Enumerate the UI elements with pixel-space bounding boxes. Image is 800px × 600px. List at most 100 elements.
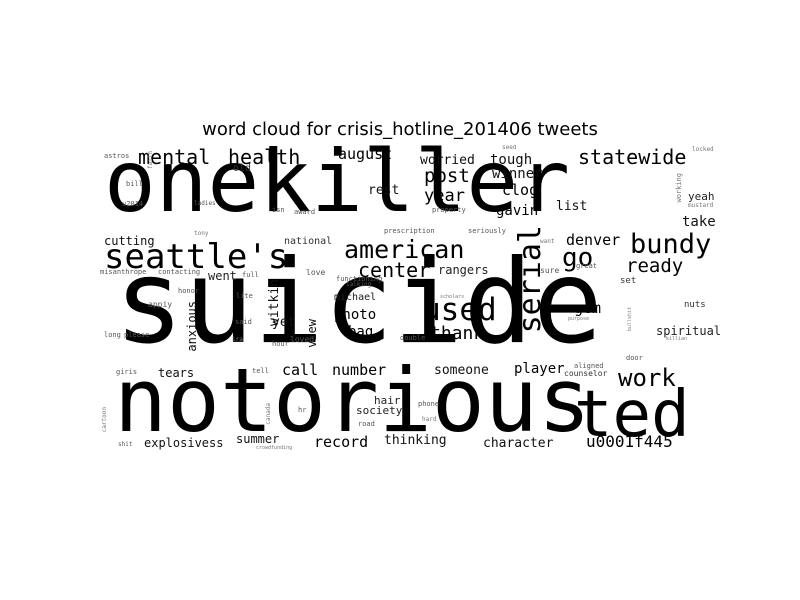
word: someone bbox=[434, 363, 489, 378]
word: post bbox=[424, 165, 470, 187]
word: scholars bbox=[440, 294, 465, 300]
word: denver bbox=[566, 231, 621, 249]
word: hr bbox=[298, 406, 307, 414]
word: national bbox=[284, 236, 333, 247]
word: aligned bbox=[574, 362, 604, 370]
word: went bbox=[208, 269, 237, 283]
word: set bbox=[620, 276, 637, 286]
word: misanthrope bbox=[100, 268, 147, 276]
word: list bbox=[556, 199, 588, 214]
word: cutting bbox=[104, 234, 155, 248]
word: bag bbox=[348, 324, 374, 340]
word: hour bbox=[272, 340, 289, 348]
word: suicide bbox=[114, 235, 603, 370]
word: tears bbox=[158, 366, 195, 380]
word: worried bbox=[420, 153, 475, 168]
word: isn bbox=[272, 206, 285, 214]
word: appiy bbox=[148, 300, 173, 309]
word: statewide bbox=[578, 145, 687, 169]
word: purpose bbox=[568, 316, 590, 322]
word: notorious bbox=[114, 349, 591, 452]
word: ted bbox=[574, 378, 690, 452]
word: full bbox=[242, 271, 259, 279]
word: bullshit bbox=[627, 307, 633, 332]
word: august bbox=[338, 145, 393, 163]
word: killian bbox=[666, 336, 688, 342]
word: mental bbox=[138, 145, 211, 169]
chart-title: word cloud for crisis_hotline_201406 twe… bbox=[202, 119, 598, 140]
word: michael bbox=[334, 292, 377, 303]
word: want bbox=[540, 238, 555, 245]
word: please bbox=[124, 331, 150, 339]
word: rangers bbox=[438, 263, 489, 277]
word: said bbox=[235, 318, 252, 326]
word: long bbox=[104, 331, 121, 339]
word: working bbox=[675, 173, 683, 203]
word: clog bbox=[502, 181, 539, 199]
word: thinking bbox=[384, 433, 447, 448]
word: hard bbox=[422, 416, 437, 423]
word: loved bbox=[290, 335, 315, 344]
word: canada bbox=[265, 403, 272, 425]
word: contacting bbox=[158, 268, 201, 276]
word: talking bbox=[346, 281, 372, 288]
word: ira bbox=[232, 336, 243, 343]
word: counselor bbox=[564, 369, 608, 378]
word: astros bbox=[104, 152, 130, 160]
word: tell bbox=[252, 367, 269, 375]
word: year bbox=[424, 186, 465, 206]
word: love bbox=[306, 268, 326, 277]
word: lite bbox=[236, 292, 253, 300]
word: go bbox=[562, 243, 594, 273]
word: american bbox=[344, 235, 465, 264]
word: property bbox=[432, 206, 466, 214]
word: work bbox=[618, 364, 676, 392]
word: road bbox=[358, 420, 375, 428]
word: prescription bbox=[384, 227, 435, 235]
word: player bbox=[514, 361, 565, 377]
word: cartoon bbox=[101, 407, 108, 433]
word: shit bbox=[118, 441, 133, 448]
word: double bbox=[400, 334, 426, 342]
word: old bbox=[233, 163, 252, 174]
word: great bbox=[576, 262, 598, 270]
word: bundy bbox=[630, 229, 712, 260]
word: seriously bbox=[468, 227, 506, 235]
word: giris bbox=[116, 368, 138, 376]
word: society bbox=[356, 404, 403, 417]
word: take bbox=[682, 214, 716, 230]
word: center bbox=[358, 258, 431, 282]
word: sure bbox=[540, 266, 560, 275]
word: rest bbox=[368, 183, 400, 198]
word: winner bbox=[492, 166, 543, 182]
word: anxious bbox=[185, 301, 199, 352]
word: record bbox=[314, 433, 369, 451]
word: u2014 bbox=[122, 200, 144, 208]
word: tough bbox=[490, 152, 533, 168]
word: crowdfunding bbox=[256, 445, 293, 451]
word: door bbox=[626, 354, 643, 362]
word: seed bbox=[502, 145, 517, 151]
word: yet bbox=[272, 315, 296, 330]
word: gem bbox=[574, 299, 602, 317]
word: phone bbox=[418, 400, 440, 408]
word: gavin bbox=[496, 203, 539, 219]
word: ladies bbox=[194, 200, 216, 207]
word: honor bbox=[178, 287, 200, 295]
word: onekiller bbox=[104, 145, 570, 232]
word: call bbox=[282, 361, 319, 379]
word: character bbox=[483, 436, 554, 451]
word: nuts bbox=[684, 300, 706, 310]
word: bill bbox=[126, 180, 143, 188]
word-cloud: onekiller suicide notorious ted seattle'… bbox=[100, 145, 720, 455]
word: yeah bbox=[688, 190, 715, 203]
word: used bbox=[422, 292, 497, 328]
word: tony bbox=[194, 230, 209, 237]
word: photo bbox=[334, 307, 377, 323]
word: thank bbox=[430, 323, 485, 344]
word: faith bbox=[147, 151, 154, 170]
word: summer bbox=[236, 432, 280, 446]
word: hair bbox=[374, 394, 401, 407]
word: health bbox=[228, 145, 301, 169]
word: mustard bbox=[688, 202, 714, 209]
